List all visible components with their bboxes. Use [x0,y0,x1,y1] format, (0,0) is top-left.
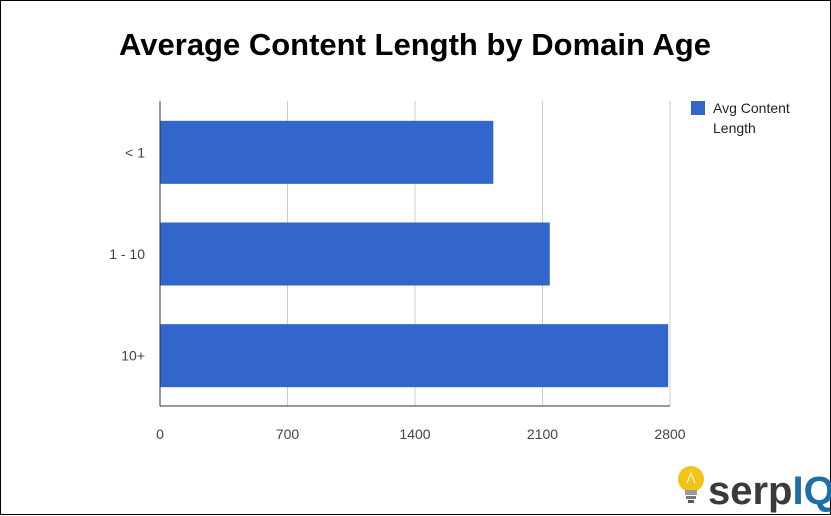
x-tick-label: 2800 [654,426,685,442]
legend: Avg Content Length [691,100,794,136]
legend-swatch [691,101,705,115]
y-tick-label: < 1 [125,144,145,160]
bar [160,222,550,285]
chart-title: Average Content Length by Domain Age [119,27,711,62]
x-tick-labels: 0 700 1400 2100 2800 [156,426,686,442]
y-tick-label: 1 - 10 [109,246,145,262]
x-tick-label: 1400 [399,426,430,442]
bar [160,324,668,387]
lightbulb-icon [678,466,704,503]
x-tick-label: 700 [276,426,300,442]
bar [160,121,493,184]
y-tick-labels: < 1 1 - 10 10+ [109,144,145,363]
logo-text-iq: IQ [793,469,831,513]
x-tick-label: 0 [156,426,164,442]
serpiq-logo: serpIQ [678,466,831,513]
legend-label: Avg Content Length [713,100,794,136]
logo-text-serp: serp [708,469,793,513]
bars [160,121,668,387]
y-tick-label: 10+ [121,348,145,364]
x-tick-label: 2100 [527,426,558,442]
logo-wordmark: serpIQ [708,469,831,513]
